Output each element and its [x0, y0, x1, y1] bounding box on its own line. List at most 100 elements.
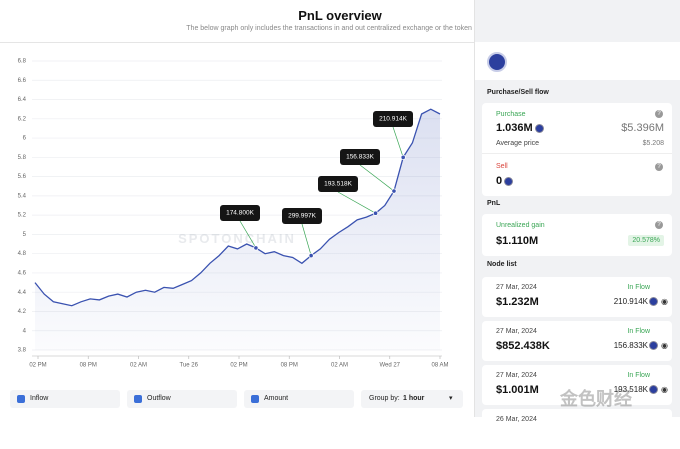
date: 26 Mar, 2024	[496, 416, 537, 423]
group-select[interactable]: Group by: 1 hour ▾	[361, 390, 463, 408]
chart: 3.8 4 4.2 4.4 4.6 4.8 5 5.2 5.4 5.6 5.8 6 6.2 6.4 6.6 6…	[18, 59, 449, 369]
area	[35, 109, 440, 350]
flow: In Flow	[627, 372, 650, 379]
amount: 193.518K	[613, 385, 648, 394]
info-icon[interactable]: ?	[655, 163, 663, 171]
node-card[interactable]: 27 Mar, 2024 $1.001M In Flow 193.518K ◉	[482, 365, 672, 405]
purchase-label: Purchase	[496, 111, 526, 118]
y-tick-label: 4	[23, 328, 27, 334]
y-tick-label: 6.2	[18, 116, 27, 122]
hide-toggle[interactable]: ◉	[661, 297, 668, 306]
y-tick-label: 4.8	[18, 251, 27, 257]
y-tick-label: 6.8	[18, 59, 27, 65]
avg-value: $5.208	[642, 140, 664, 147]
x-tick-label: 08 PM	[281, 363, 298, 369]
sell-amount: 0	[496, 175, 514, 187]
value: 1.036M	[496, 122, 533, 134]
gain-pct: 20.578%	[628, 235, 664, 246]
node-card[interactable]: 27 Mar, 2024 $852.438K In Flow 156.833K ◉	[482, 321, 672, 361]
label: Amount	[264, 395, 289, 402]
callout-point	[400, 154, 406, 160]
x-tick-label: Wed 27	[379, 363, 400, 369]
coin	[649, 385, 658, 394]
x-tick-label: 08 AM	[431, 363, 448, 369]
callout-box	[318, 176, 358, 192]
callout-point	[253, 245, 259, 251]
title: PnL overview	[298, 8, 382, 23]
amount-toggle[interactable]: Amount	[244, 390, 354, 408]
subtitle: The below graph only includes the transa…	[186, 25, 494, 32]
callout-point	[391, 188, 397, 194]
section-title: Purchase/Sell flow	[487, 89, 549, 96]
flow: In Flow	[627, 328, 650, 335]
x-tick-label: 02 PM	[29, 363, 46, 369]
page: PnL overview The below graph only includ…	[0, 0, 680, 423]
token-card	[475, 42, 680, 80]
y-tick-label: 5.8	[18, 155, 27, 161]
coin	[649, 341, 658, 350]
value: 1 hour	[403, 395, 425, 402]
inflow-toggle[interactable]: Inflow	[10, 390, 120, 408]
y-tick-label: 3.8	[18, 348, 27, 354]
y-tick-label: 4.6	[18, 271, 27, 277]
callout-box	[340, 149, 380, 165]
caret: ▾	[449, 395, 453, 402]
y-tick-label: 6.4	[18, 97, 27, 103]
y-tick-label: 5.4	[18, 193, 27, 199]
x-tick-label: 08 PM	[80, 363, 97, 369]
section-title: Node list	[487, 261, 517, 268]
x-tick-label: Tue 26	[180, 363, 199, 369]
divider	[0, 42, 474, 43]
line	[34, 108, 441, 307]
date: 27 Mar, 2024	[496, 372, 537, 379]
purchase-value: $5.396M	[621, 122, 664, 134]
callout-box	[220, 205, 260, 221]
callout-line	[301, 223, 312, 256]
flow-card: Purchase ? 1.036M $5.396M Average price …	[482, 103, 672, 196]
coin	[534, 123, 544, 133]
node-card[interactable]: 26 Mar, 2024	[482, 409, 672, 449]
overlay-watermark: 金色财经	[560, 389, 632, 409]
watermark: SPOTONCHAIN	[178, 231, 296, 246]
coin	[504, 176, 514, 186]
x-tick-label: 02 AM	[130, 363, 147, 369]
node-card[interactable]: 27 Mar, 2024 $1.232M In Flow 210.914K ◉	[482, 277, 672, 317]
checkbox[interactable]	[17, 395, 25, 403]
value: 0	[496, 175, 503, 187]
info-icon[interactable]: ?	[655, 221, 663, 229]
label: Inflow	[30, 395, 49, 402]
usd: $852.438K	[496, 340, 550, 352]
checkbox[interactable]	[251, 395, 259, 403]
x-tick-label: 02 AM	[331, 363, 348, 369]
gain-value: $1.110M	[496, 235, 539, 247]
section-title: PnL	[487, 200, 501, 207]
usd: $1.001M	[496, 384, 539, 396]
date: 27 Mar, 2024	[496, 284, 537, 291]
callout-line	[239, 220, 257, 249]
token-icon	[487, 52, 507, 72]
y-tick-label: 6	[23, 136, 27, 142]
y-tick-label: 4.4	[18, 290, 27, 296]
callout-label: 156.833K	[346, 154, 374, 161]
y-tick-label: 5.6	[18, 174, 27, 180]
divider	[482, 153, 672, 154]
usd: $1.232M	[496, 296, 539, 308]
coin	[649, 297, 658, 306]
date: 27 Mar, 2024	[496, 328, 537, 335]
callout-label: 210.914K	[379, 116, 407, 123]
y-tick-label: 6.6	[18, 78, 27, 84]
info-icon[interactable]: ?	[655, 110, 663, 118]
callout-box	[373, 111, 413, 127]
callout-line	[337, 191, 376, 214]
hide-toggle[interactable]: ◉	[661, 385, 668, 394]
checkbox[interactable]	[134, 395, 142, 403]
callout-line	[392, 126, 404, 158]
label: Outflow	[147, 395, 171, 402]
y-tick-label: 5.2	[18, 213, 27, 219]
hide-toggle[interactable]: ◉	[661, 341, 668, 350]
purchase-amount: 1.036M	[496, 122, 544, 134]
callout-point	[372, 210, 379, 216]
callout-box	[282, 208, 322, 224]
sell-label: Sell	[496, 163, 508, 170]
outflow-toggle[interactable]: Outflow	[127, 390, 237, 408]
